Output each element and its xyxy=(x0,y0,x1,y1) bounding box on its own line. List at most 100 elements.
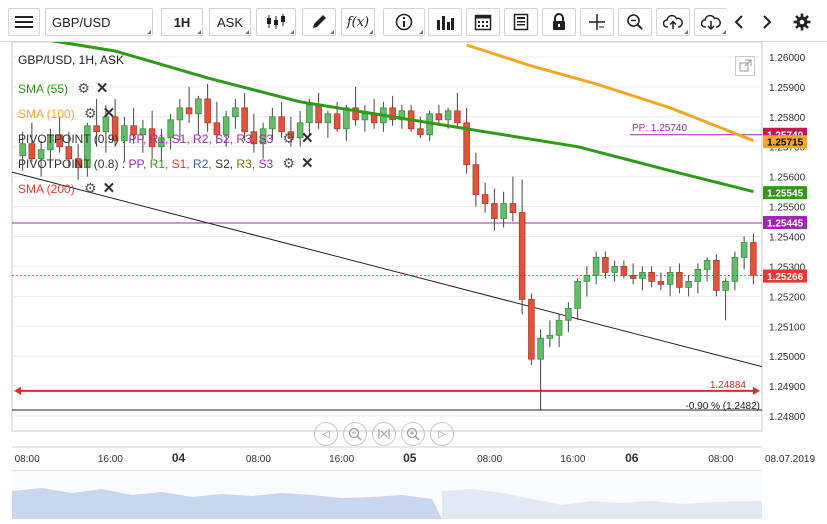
settings-button[interactable] xyxy=(788,8,816,36)
zoom-out-button[interactable] xyxy=(343,422,367,446)
candle-body xyxy=(454,110,461,124)
symbol-selector[interactable]: GBP/USD xyxy=(45,8,153,36)
candle-body xyxy=(222,116,230,136)
legend-pivot2-r3: R3, xyxy=(236,157,256,171)
candle-body xyxy=(65,146,73,160)
candle-body xyxy=(241,107,248,133)
function-icon: f(x) xyxy=(346,14,370,30)
pivot-pp-label: PP: 1.25740 xyxy=(632,123,687,134)
candle-body xyxy=(750,242,757,276)
hline-price-label: 1.24884 xyxy=(710,380,747,391)
candle-body xyxy=(111,116,119,142)
zoom-button[interactable] xyxy=(618,8,652,36)
price-tick-label: 1.25200 xyxy=(769,292,806,303)
calendar-button[interactable] xyxy=(466,8,500,36)
toolbar: GBP/USD 1H ASK f(x) xyxy=(0,0,827,42)
candle-body xyxy=(213,122,221,136)
document-icon xyxy=(513,13,529,31)
gear-icon[interactable]: ⚙ xyxy=(77,80,90,96)
legend-pivot2-s1: S1, xyxy=(171,157,190,171)
hline-right-arrow xyxy=(753,386,760,395)
price-tick-label: 1.24800 xyxy=(769,412,806,423)
fit-button[interactable] xyxy=(372,422,396,446)
sma55-line xyxy=(50,42,754,194)
info-icon xyxy=(395,13,413,31)
gear-icon[interactable]: ⚙ xyxy=(84,180,97,196)
zoom-in-button[interactable] xyxy=(401,422,425,446)
candle-body xyxy=(509,203,517,213)
volume-button[interactable] xyxy=(428,8,462,36)
price-marker-badge xyxy=(763,135,807,149)
upload-button[interactable] xyxy=(656,8,690,36)
legend-pivot1-s1: S1, xyxy=(171,132,190,146)
fullscreen-button[interactable] xyxy=(735,56,755,76)
gear-icon[interactable]: ⚙ xyxy=(282,155,296,171)
price-tick-label: 1.25800 xyxy=(769,113,806,124)
legend-sma55: SMA (55) ⚙ ✕ xyxy=(18,79,109,97)
legend-pivot2-s3: S3 xyxy=(258,157,274,171)
candle-body xyxy=(324,113,332,124)
chart-area[interactable]: PP: 1.25740 1.24884 -0.90 % (1.2482) 1.26… xyxy=(0,42,827,521)
fit-icon xyxy=(378,429,390,439)
legend-sma100-label: SMA (100) xyxy=(18,107,75,121)
download-button[interactable] xyxy=(694,8,728,36)
info-button[interactable] xyxy=(383,8,425,36)
legend-pivot2-r2: R2, xyxy=(193,157,212,171)
time-tick-label: 08.07.2019 xyxy=(765,454,815,465)
chevron-left-icon xyxy=(734,15,743,29)
time-tick-label: 16:00 xyxy=(329,454,354,465)
calendar-icon xyxy=(474,14,492,31)
time-tick-label: 08:00 xyxy=(15,454,40,465)
price-marker-label: 1.25715 xyxy=(767,138,804,149)
triangle-right-icon: ▷ xyxy=(438,428,446,440)
chevron-right-icon xyxy=(763,15,772,29)
candle-body xyxy=(546,334,554,339)
hamburger-menu-icon[interactable] xyxy=(8,8,40,36)
zoom-out-icon xyxy=(348,427,362,441)
candle-body xyxy=(602,257,609,273)
candle-body xyxy=(139,128,147,136)
candle-body xyxy=(657,280,665,285)
candle-body xyxy=(315,104,322,124)
price-side-selector[interactable]: ASK xyxy=(209,8,251,36)
candle-body xyxy=(676,272,683,288)
navigator-panel[interactable] xyxy=(12,470,762,519)
close-icon[interactable]: ✕ xyxy=(301,155,314,172)
crosshair-button[interactable] xyxy=(580,8,614,36)
scroll-right-button[interactable] xyxy=(754,8,780,36)
candle-body xyxy=(537,337,544,360)
legend-pivot1-label: PIVOTPOINT (0.9) xyxy=(18,132,119,146)
close-icon[interactable]: ✕ xyxy=(102,105,116,122)
gear-icon[interactable]: ⚙ xyxy=(84,105,97,121)
price-tick-label: 1.25100 xyxy=(769,322,806,333)
indicators-button[interactable]: f(x) xyxy=(341,8,375,36)
lock-icon xyxy=(553,13,565,30)
price-side-label: ASK xyxy=(216,14,243,30)
candle-body xyxy=(130,125,137,136)
close-icon[interactable]: ✕ xyxy=(95,80,109,97)
candle-body xyxy=(583,274,591,282)
nav-next-button[interactable]: ▷ xyxy=(430,422,454,446)
candle-body xyxy=(731,257,739,282)
legend-pivot2-pp: PP, xyxy=(128,157,147,171)
time-tick-label: 16:00 xyxy=(98,454,123,465)
candle-type-button[interactable] xyxy=(256,8,296,36)
draw-tool-button[interactable] xyxy=(302,8,336,36)
candle-body xyxy=(528,298,535,360)
sma100-line xyxy=(466,43,754,143)
news-button[interactable] xyxy=(504,8,538,36)
nav-prev-button[interactable]: ◁ xyxy=(314,422,338,446)
legend-pivot2-r1: R1, xyxy=(149,157,169,171)
candle-body xyxy=(722,280,729,291)
candle-body xyxy=(204,98,211,124)
close-icon[interactable]: ✕ xyxy=(102,180,116,197)
lock-button[interactable] xyxy=(542,8,576,36)
timeframe-selector[interactable]: 1H xyxy=(161,8,203,36)
gear-icon[interactable]: ⚙ xyxy=(282,130,296,146)
close-icon[interactable]: ✕ xyxy=(301,130,314,147)
price-chart[interactable]: PP: 1.25740 1.24884 -0.90 % (1.2482) 1.26… xyxy=(0,42,827,521)
candle-body xyxy=(472,164,480,196)
candle-body xyxy=(740,242,748,258)
scroll-left-button[interactable] xyxy=(726,8,752,36)
time-tick-label: 08:00 xyxy=(477,454,502,465)
